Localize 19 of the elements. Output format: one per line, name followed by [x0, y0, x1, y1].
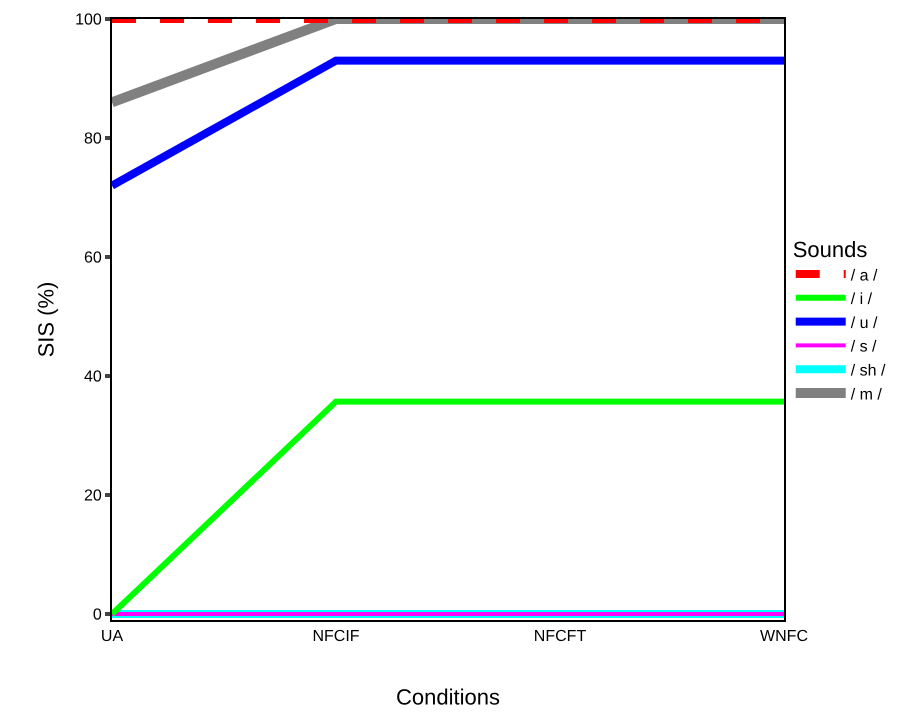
- y-tick-label: 100: [75, 12, 102, 29]
- y-tick-label: 60: [84, 250, 102, 267]
- y-tick-label: 20: [84, 488, 102, 505]
- y-tick-label: 80: [84, 130, 102, 148]
- legend-label: / s /: [850, 338, 878, 356]
- legend-label: / u /: [850, 314, 878, 332]
- legend-label: / sh /: [850, 362, 886, 380]
- y-axis-title: SIS (%): [33, 282, 58, 358]
- legend-title: Sounds: [792, 237, 868, 262]
- y-tick-label: 40: [84, 368, 102, 386]
- x-tick-label: WNFC: [760, 628, 808, 646]
- legend-label: / a /: [850, 267, 878, 284]
- legend-label: / m /: [850, 386, 882, 404]
- x-axis-title: Conditions: [396, 684, 500, 710]
- x-tick-label: NFCFT: [534, 628, 586, 646]
- x-tick-label: NFCIF: [312, 628, 360, 646]
- x-tick-label: UA: [100, 628, 124, 646]
- legend-label: / i /: [850, 291, 873, 308]
- y-tick-label: 0: [92, 606, 102, 624]
